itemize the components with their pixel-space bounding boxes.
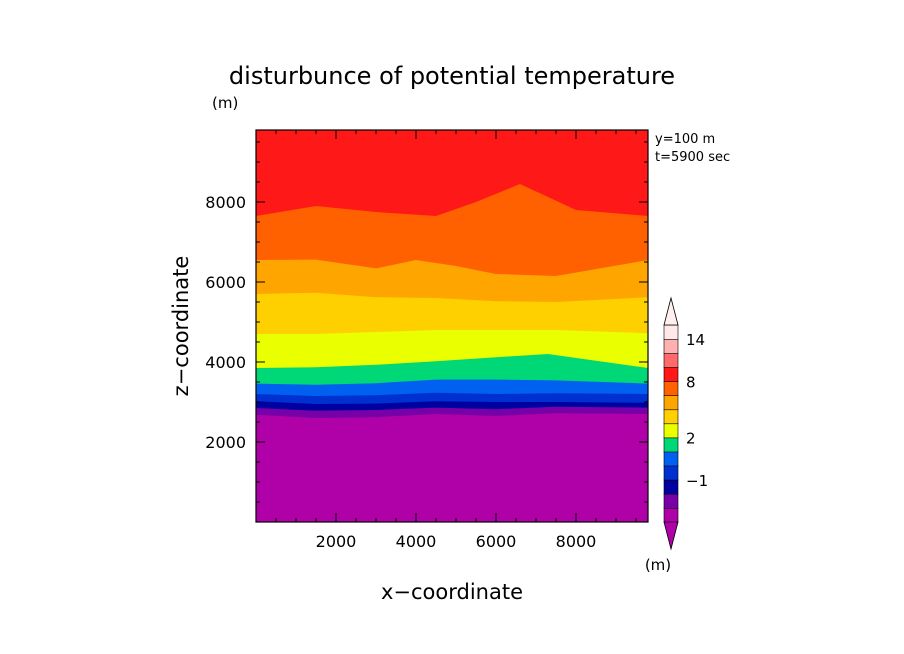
colorbar-swatch-9 [663,380,679,396]
y-tick-label: 6000 [205,273,246,292]
y-tick-label: 8000 [205,193,246,212]
contour-band-0 [256,413,648,522]
colorbar-swatch-6 [663,423,679,439]
annotation-t: t=5900 sec [655,150,730,165]
x-tick-label: 4000 [396,532,437,551]
colorbar-swatch-8 [663,395,679,411]
colorbar-label: −1 [686,472,708,490]
axes: 2000 4000 6000 8000 2000 4000 6000 8000 [205,130,648,551]
colorbar-swatch-11 [663,352,679,368]
x-axis-label: x−coordinate [381,580,523,604]
colorbar-swatch-13 [663,324,679,340]
colorbar: −1 2 8 14 [663,296,708,551]
annotation-y: y=100 m [655,132,715,147]
colorbar-swatch-2 [663,479,679,495]
y-tick-label: 2000 [205,433,246,452]
colorbar-swatch-5 [663,437,679,453]
chart-title: disturbunce of potential temperature [229,62,675,90]
y-tick-label: 4000 [205,353,246,372]
colorbar-bottom-arrow [663,521,679,551]
x-tick-label: 8000 [556,532,597,551]
x-tick-label: 2000 [316,532,357,551]
title-unit: (m) [212,94,238,112]
plot-area [256,130,648,522]
colorbar-swatch-4 [663,451,679,467]
colorbar-label: 8 [686,373,696,391]
colorbar-swatch-1 [663,493,679,509]
colorbar-unit: (m) [645,556,671,574]
y-axis-label: z−coordinate [169,256,193,397]
colorbar-swatch-12 [663,338,679,354]
colorbar-swatch-0 [663,507,679,523]
colorbar-top-arrow [663,296,679,326]
colorbar-label: 2 [686,430,696,448]
plot-frame [255,129,649,523]
colorbar-swatch-3 [663,465,679,481]
x-tick-label: 6000 [476,532,517,551]
colorbar-swatch-10 [663,366,679,382]
colorbar-swatch-7 [663,409,679,425]
colorbar-label: 14 [686,331,705,349]
